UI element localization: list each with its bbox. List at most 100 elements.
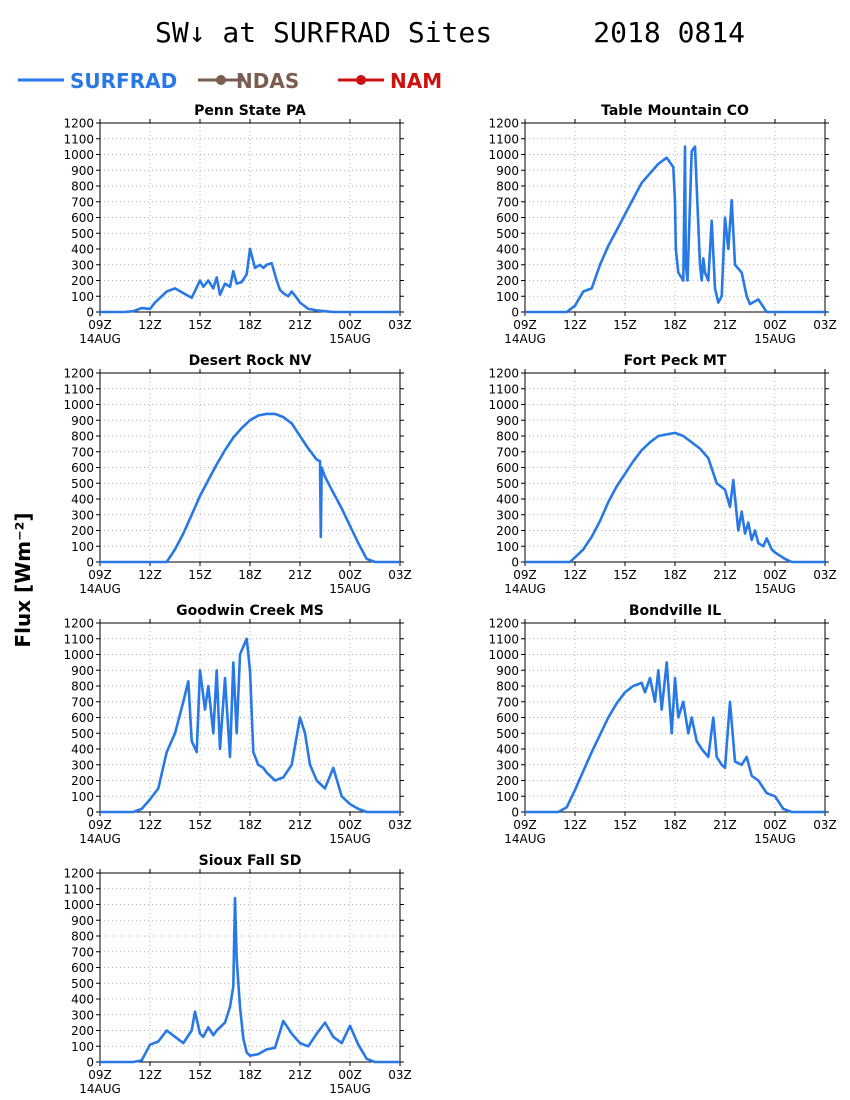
x-tick-date-label: 15AUG: [329, 1082, 371, 1096]
x-tick-label: 12Z: [563, 568, 587, 582]
x-tick-label: 00Z: [763, 818, 787, 832]
y-tick-label: 500: [71, 727, 94, 741]
x-tick-label: 09Z: [88, 818, 112, 832]
x-tick-label: 00Z: [338, 568, 362, 582]
x-tick-date-label: 14AUG: [79, 582, 121, 596]
y-tick-label: 1200: [63, 867, 94, 881]
x-tick-date-label: 15AUG: [329, 332, 371, 346]
y-tick-label: 0: [511, 806, 519, 820]
y-tick-label: 1100: [488, 132, 519, 146]
panel-frame: [524, 622, 826, 813]
x-tick-label: 09Z: [513, 568, 537, 582]
y-tick-label: 1100: [63, 132, 94, 146]
x-tick-label: 03Z: [388, 318, 412, 332]
series-line-surfrad: [525, 661, 825, 814]
y-tick-label: 200: [71, 774, 94, 788]
x-tick-date-label: 15AUG: [754, 332, 796, 346]
panel-title: Goodwin Creek MS: [176, 603, 324, 619]
x-tick-label: 15Z: [188, 1068, 212, 1082]
main-title-svg: SW↓ at SURFRAD Sites 2018 0814: [155, 16, 745, 49]
y-tick-label: 300: [496, 258, 519, 272]
y-tick-label: 600: [496, 461, 519, 475]
y-tick-label: 700: [496, 195, 519, 209]
x-tick-label: 00Z: [338, 1068, 362, 1082]
y-tick-label: 500: [71, 227, 94, 241]
y-tick-label: 900: [71, 414, 94, 428]
x-tick-label: 21Z: [713, 318, 737, 332]
x-tick-label: 03Z: [388, 1068, 412, 1082]
x-tick-label: 12Z: [138, 568, 162, 582]
y-tick-label: 700: [71, 445, 94, 459]
y-tick-label: 200: [71, 274, 94, 288]
y-tick-label: 1200: [488, 367, 519, 381]
y-tick-label: 100: [71, 540, 94, 554]
y-tick-label: 500: [496, 727, 519, 741]
y-tick-label: 400: [496, 743, 519, 757]
x-tick-date-label: 15AUG: [329, 582, 371, 596]
y-tick-label: 100: [496, 290, 519, 304]
legend-label: NAM: [390, 69, 442, 93]
y-tick-label: 500: [71, 477, 94, 491]
panel-frame: [524, 122, 826, 313]
y-tick-label: 900: [496, 664, 519, 678]
y-tick-label: 600: [71, 961, 94, 975]
panel-frame: [99, 372, 401, 563]
x-tick-date-label: 15AUG: [754, 832, 796, 846]
y-tick-label: 0: [511, 556, 519, 570]
y-tick-label: 300: [71, 758, 94, 772]
y-tick-label: 900: [71, 164, 94, 178]
x-tick-label: 03Z: [388, 818, 412, 832]
y-tick-label: 100: [71, 1040, 94, 1054]
x-tick-label: 12Z: [138, 1068, 162, 1082]
y-tick-label: 1000: [488, 398, 519, 412]
y-axis-label-text: Flux [Wm⁻²]: [11, 512, 35, 647]
y-tick-label: 200: [71, 524, 94, 538]
legend-item-nam: NAM: [338, 69, 442, 93]
y-tick-label: 1100: [63, 382, 94, 396]
y-tick-label: 100: [496, 790, 519, 804]
x-tick-label: 03Z: [813, 568, 837, 582]
x-tick-label: 15Z: [613, 818, 637, 832]
y-tick-label: 1100: [488, 632, 519, 646]
chart-panel-3: Desert Rock NV01002003004005006007008009…: [63, 353, 411, 596]
x-tick-date-label: 14AUG: [79, 1082, 121, 1096]
x-tick-label: 15Z: [188, 568, 212, 582]
x-tick-label: 09Z: [513, 318, 537, 332]
y-tick-label: 700: [496, 445, 519, 459]
y-tick-label: 1000: [63, 898, 94, 912]
y-tick-label: 1000: [63, 648, 94, 662]
panel-title: Table Mountain CO: [601, 103, 749, 119]
legend-label: SURFRAD: [70, 69, 177, 93]
chart-panel-4: Fort Peck MT0100200300400500600700800900…: [488, 353, 836, 596]
y-tick-label: 1100: [488, 382, 519, 396]
main-title: SW↓ at SURFRAD Sites 2018 0814: [0, 14, 850, 50]
y-tick-label: 400: [496, 493, 519, 507]
y-tick-label: 800: [71, 930, 94, 944]
x-tick-date-label: 14AUG: [504, 832, 546, 846]
x-tick-label: 15Z: [188, 318, 212, 332]
panel-title: Bondville IL: [629, 603, 721, 619]
x-tick-label: 21Z: [288, 1068, 312, 1082]
x-tick-label: 21Z: [288, 568, 312, 582]
panel-title: Desert Rock NV: [189, 353, 312, 369]
y-tick-label: 100: [71, 790, 94, 804]
series-line-surfrad: [100, 247, 400, 314]
y-tick-label: 600: [71, 711, 94, 725]
series-line-surfrad: [525, 145, 825, 314]
x-tick-label: 03Z: [813, 318, 837, 332]
y-tick-label: 600: [496, 711, 519, 725]
y-tick-label: 600: [71, 461, 94, 475]
x-tick-label: 18Z: [663, 318, 687, 332]
series-line-surfrad: [525, 431, 825, 564]
y-tick-label: 1200: [488, 617, 519, 631]
y-tick-label: 0: [511, 306, 519, 320]
x-tick-label: 03Z: [388, 568, 412, 582]
y-tick-label: 800: [496, 430, 519, 444]
y-tick-label: 100: [71, 290, 94, 304]
y-tick-label: 700: [71, 695, 94, 709]
legend-marker: [216, 75, 226, 85]
x-tick-date-label: 14AUG: [504, 332, 546, 346]
y-tick-label: 1000: [63, 148, 94, 162]
y-tick-label: 900: [71, 914, 94, 928]
y-tick-label: 400: [496, 243, 519, 257]
